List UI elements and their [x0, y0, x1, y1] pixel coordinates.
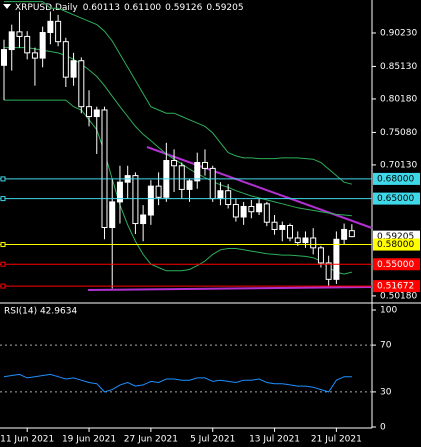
open-label: 0.60113 — [83, 3, 120, 13]
candle-body — [93, 109, 100, 118]
candle-body — [194, 161, 201, 182]
candle-body — [310, 237, 317, 249]
candle-body — [109, 201, 116, 228]
close-label: 0.59205 — [206, 3, 243, 13]
x-tick-label: 19 Jun 2021 — [62, 435, 116, 445]
candle-body — [287, 225, 294, 239]
bollinger-upper — [4, 1, 353, 185]
candle-body — [186, 180, 193, 190]
symbol-title: XRPUSD,Daily — [15, 3, 78, 13]
candle-body — [302, 237, 309, 244]
candle-body — [248, 205, 255, 213]
candle-body — [16, 31, 23, 37]
header-icon — [3, 4, 11, 9]
candle-body — [348, 230, 355, 238]
bollinger-lower — [4, 99, 353, 275]
candle-body — [31, 52, 38, 59]
candle-body — [217, 190, 224, 200]
candle-body — [132, 175, 139, 225]
candle-body — [147, 185, 154, 216]
y-tick-label: 0.75080 — [380, 128, 417, 138]
level-marker — [0, 242, 6, 248]
candle-body — [78, 60, 85, 108]
level-label: 0.55000 — [377, 260, 414, 270]
level-label-box — [373, 192, 420, 205]
candle-body — [201, 161, 208, 169]
level-label-box — [373, 280, 420, 293]
candle-body — [271, 221, 278, 230]
candle-body — [294, 237, 301, 244]
candle-body — [171, 160, 178, 167]
x-tick-label: 13 Jul 2021 — [249, 435, 300, 445]
candle-body — [225, 190, 232, 206]
candle-body — [47, 20, 54, 33]
high-label: 0.61100 — [124, 3, 161, 13]
candle-body — [24, 35, 31, 54]
candle-body — [140, 214, 147, 225]
candle-body — [8, 31, 15, 51]
rsi-line — [3, 373, 352, 393]
candle-body — [333, 238, 340, 280]
level-marker — [0, 261, 6, 267]
candle-body — [39, 31, 46, 59]
candle-body — [256, 203, 263, 213]
level-label: 0.51672 — [377, 282, 414, 292]
candle-body — [317, 247, 324, 264]
candle-body — [263, 203, 270, 223]
candle-body — [155, 185, 162, 198]
level-label: 0.58000 — [377, 240, 414, 250]
level-label: 0.65000 — [377, 194, 414, 204]
level-label-box — [373, 238, 420, 251]
price-label: 0.59205 — [377, 232, 414, 242]
level-marker — [0, 176, 6, 182]
level-marker — [0, 196, 6, 202]
candle-body — [101, 109, 108, 228]
candle-body — [325, 262, 332, 280]
rsi-tick-label: 70 — [380, 341, 392, 351]
candle-body — [86, 106, 93, 118]
candle-body — [116, 181, 123, 203]
x-tick-label: 11 Jun 2021 — [0, 435, 54, 445]
y-tick-label: 0.80180 — [380, 94, 417, 104]
candle-body — [240, 205, 247, 218]
x-tick-label: 21 Jul 2021 — [311, 435, 362, 445]
rsi-title: RSI(14) 42.9634 — [4, 307, 77, 317]
candle-body — [55, 20, 62, 43]
candle-body — [178, 165, 185, 190]
rsi-tick-label: 0 — [380, 423, 386, 433]
level-label-box — [373, 258, 420, 271]
rsi-tick-label: 30 — [380, 387, 392, 397]
level-marker — [0, 283, 6, 289]
candle-body — [70, 60, 77, 78]
candle-body — [1, 49, 7, 66]
trendline — [87, 286, 373, 291]
level-label: 0.68000 — [377, 174, 414, 184]
y-tick-label: 0.50180 — [380, 291, 417, 301]
x-tick-label: 5 Jul 2021 — [190, 435, 235, 445]
y-tick-label: 0.90230 — [380, 28, 417, 38]
rsi-tick-label: 100 — [380, 306, 397, 316]
header: XRPUSD,Daily 0.60113 0.61100 0.59126 0.59205 — [15, 3, 244, 13]
low-label: 0.59126 — [165, 3, 202, 13]
candle-body — [209, 167, 216, 200]
x-tick-label: 27 Jun 2021 — [124, 435, 178, 445]
candle-body — [279, 225, 286, 230]
candle-body — [62, 41, 69, 78]
y-tick-label: 0.70130 — [380, 160, 417, 170]
bollinger-middle — [4, 47, 352, 217]
level-label-box — [373, 172, 420, 185]
candle-body — [341, 228, 348, 240]
candle-body — [232, 204, 239, 218]
y-tick-label: 0.85130 — [380, 62, 417, 72]
